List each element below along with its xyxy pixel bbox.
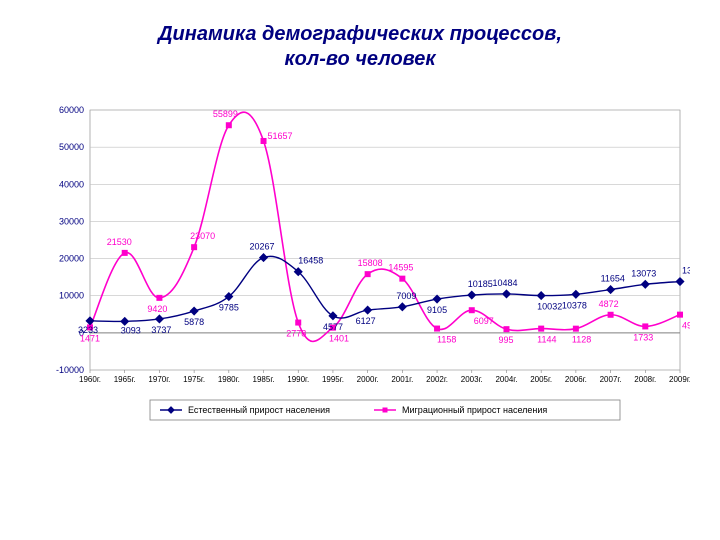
svg-text:2004г.: 2004г. [495,375,517,384]
svg-text:1970г.: 1970г. [148,375,170,384]
svg-text:2002г.: 2002г. [426,375,448,384]
svg-text:6097: 6097 [474,316,494,326]
svg-text:1985г.: 1985г. [253,375,275,384]
svg-text:10032: 10032 [537,302,562,312]
svg-text:55899: 55899 [213,109,238,119]
svg-text:20000: 20000 [59,254,84,264]
title-line-2: кол-во человек [284,48,435,70]
svg-text:2009г.: 2009г. [669,375,690,384]
svg-text:4577: 4577 [323,322,343,332]
svg-text:21530: 21530 [107,237,132,247]
svg-text:7009: 7009 [396,291,416,301]
svg-text:2000г.: 2000г. [357,375,379,384]
svg-text:14595: 14595 [388,263,413,273]
svg-text:20267: 20267 [250,242,275,252]
svg-text:40000: 40000 [59,179,84,189]
svg-text:1965г.: 1965г. [114,375,136,384]
svg-text:1128: 1128 [572,335,591,345]
svg-text:1733: 1733 [633,332,653,342]
demographics-line-chart: -100000100002000030000400005000060000196… [30,100,690,460]
svg-text:995: 995 [498,335,513,345]
svg-text:9785: 9785 [219,303,239,313]
svg-text:3233: 3233 [78,325,98,335]
svg-text:2003г.: 2003г. [461,375,483,384]
svg-text:1960г.: 1960г. [79,375,101,384]
svg-text:2001г.: 2001г. [391,375,413,384]
svg-text:2778: 2778 [286,329,306,339]
svg-text:2005г.: 2005г. [530,375,552,384]
svg-text:23070: 23070 [190,231,215,241]
svg-text:60000: 60000 [59,105,84,115]
svg-text:16458: 16458 [298,256,323,266]
svg-text:4901: 4901 [682,321,690,331]
svg-text:5878: 5878 [184,317,204,327]
svg-text:50000: 50000 [59,142,84,152]
svg-text:1158: 1158 [437,335,456,345]
svg-text:1995г.: 1995г. [322,375,344,384]
chart-title: Динамика демографических процессов, кол-… [0,0,720,82]
chart-container: -100000100002000030000400005000060000196… [30,100,690,460]
svg-text:1144: 1144 [537,335,556,345]
svg-text:6127: 6127 [356,316,376,326]
svg-text:51657: 51657 [268,131,293,141]
svg-text:10000: 10000 [59,291,84,301]
svg-text:30000: 30000 [59,216,84,226]
svg-text:11654: 11654 [601,274,625,284]
svg-text:3737: 3737 [151,325,171,335]
svg-text:13821: 13821 [682,266,690,276]
svg-text:10484: 10484 [492,278,517,288]
svg-text:2008г.: 2008г. [634,375,656,384]
svg-text:-10000: -10000 [56,365,84,375]
svg-text:Миграционный прирост населения: Миграционный прирост населения [402,405,547,415]
svg-text:3093: 3093 [121,325,141,335]
svg-text:1975г.: 1975г. [183,375,205,384]
svg-text:2007г.: 2007г. [600,375,622,384]
svg-text:9105: 9105 [427,305,447,315]
svg-text:15808: 15808 [358,258,383,268]
svg-text:10185: 10185 [468,279,493,289]
svg-text:9420: 9420 [147,304,167,314]
svg-text:13073: 13073 [631,268,656,278]
svg-text:1980г.: 1980г. [218,375,240,384]
svg-text:Естественный прирост населения: Естественный прирост населения [188,405,330,415]
svg-text:10378: 10378 [562,300,587,310]
title-line-1: Динамика демографических процессов, [158,23,562,45]
svg-text:1990г.: 1990г. [287,375,309,384]
svg-text:1401: 1401 [329,334,349,344]
svg-text:2006г.: 2006г. [565,375,587,384]
svg-text:4872: 4872 [599,299,619,309]
svg-text:1471: 1471 [80,333,100,343]
